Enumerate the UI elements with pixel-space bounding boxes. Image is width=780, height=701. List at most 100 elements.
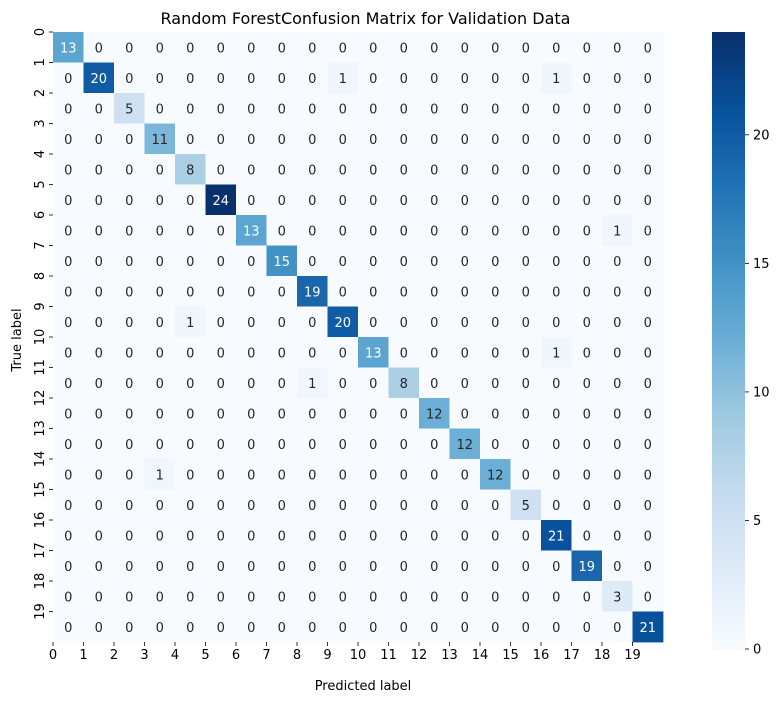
cell-value-r3-c16: 0 bbox=[552, 133, 560, 148]
heatmap-cell-r11-c17 bbox=[571, 367, 603, 399]
heatmap-cell-r2-c13 bbox=[449, 93, 481, 124]
y-tick-label-11: 11 bbox=[33, 359, 48, 376]
heatmap-cell-r3-c7 bbox=[266, 123, 298, 155]
cell-value-r12-c13: 0 bbox=[461, 407, 469, 422]
heatmap-cell-r11-c11 bbox=[388, 367, 420, 399]
heatmap-cell-r18-c0 bbox=[53, 581, 84, 612]
heatmap-cells bbox=[53, 32, 664, 643]
cell-value-r4-c17: 0 bbox=[583, 163, 591, 178]
cell-value-r18-c6: 0 bbox=[247, 590, 255, 605]
heatmap-cell-r16-c4 bbox=[175, 520, 206, 551]
heatmap-cell-r5-c13 bbox=[449, 184, 481, 216]
heatmap-cell-r15-c7 bbox=[266, 489, 298, 521]
cell-value-r17-c3: 0 bbox=[156, 560, 164, 575]
cell-value-r19-c15: 0 bbox=[522, 621, 530, 636]
heatmap-cell-r19-c0 bbox=[53, 611, 84, 643]
heatmap-cell-r9-c9 bbox=[327, 306, 359, 338]
cell-value-r12-c16: 0 bbox=[552, 407, 560, 422]
cell-value-r8-c5: 0 bbox=[217, 285, 225, 300]
cell-labels: 13 0 0 0 0 0 0 0 0 0 0 0 0 0 0 0 0 0 0 00 20 0 0 0 0 0 0 0 1 0 0 0 0 0 0 1 0… bbox=[60, 41, 656, 636]
cell-value-r0-c8: 0 bbox=[308, 41, 316, 56]
cell-value-r1-c11: 0 bbox=[400, 72, 408, 87]
x-axis-ticks: 0 1 2 3 4 5 6 7 8 9 10 11 12 13 14 15 16 17 18 19 bbox=[49, 642, 641, 663]
heatmap-cell-r1-c2 bbox=[114, 62, 145, 94]
heatmap-cell-r0-c19 bbox=[632, 32, 664, 63]
heatmap-cell-r8-c9 bbox=[327, 276, 359, 307]
heatmap-cell-r17-c19 bbox=[632, 550, 664, 582]
heatmap-cell-r3-c8 bbox=[297, 123, 328, 155]
heatmap-cell-r1-c9 bbox=[327, 62, 359, 94]
y-tick-label-16: 16 bbox=[33, 512, 48, 529]
y-tick-label-15: 15 bbox=[33, 481, 48, 498]
heatmap-cell-r12-c19 bbox=[632, 398, 664, 429]
cell-value-r18-c11: 0 bbox=[400, 590, 408, 605]
heatmap-cell-r11-c13 bbox=[449, 367, 481, 399]
cell-value-r1-c9: 1 bbox=[339, 72, 347, 87]
cell-value-r5-c14: 0 bbox=[491, 194, 499, 209]
cell-value-r11-c0: 0 bbox=[64, 377, 72, 392]
heatmap-cell-r15-c17 bbox=[571, 489, 603, 521]
cell-value-r11-c10: 0 bbox=[369, 377, 377, 392]
heatmap-cell-r17-c8 bbox=[297, 550, 328, 582]
cell-value-r1-c17: 0 bbox=[583, 72, 591, 87]
y-tick-label-10: 10 bbox=[33, 329, 48, 346]
heatmap-cell-r14-c5 bbox=[205, 459, 237, 490]
cell-value-r19-c10: 0 bbox=[369, 621, 377, 636]
heatmap-cell-r7-c7 bbox=[266, 245, 298, 277]
heatmap-cell-r10-c11 bbox=[388, 337, 420, 368]
cell-value-r17-c1: 0 bbox=[95, 560, 103, 575]
heatmap-cell-r5-c5 bbox=[205, 184, 237, 216]
heatmap-cell-r15-c16 bbox=[541, 489, 572, 521]
cell-value-r6-c2: 0 bbox=[125, 224, 133, 239]
heatmap-cell-r18-c3 bbox=[144, 581, 176, 612]
heatmap-cell-r9-c1 bbox=[83, 306, 115, 338]
heatmap-cell-r2-c0 bbox=[53, 93, 84, 124]
cell-value-r16-c4: 0 bbox=[186, 529, 194, 544]
cell-value-r2-c11: 0 bbox=[400, 102, 408, 117]
cell-value-r0-c9: 0 bbox=[339, 41, 347, 56]
heatmap-cell-r9-c2 bbox=[114, 306, 145, 338]
colorbar bbox=[712, 32, 745, 649]
heatmap-cell-r12-c8 bbox=[297, 398, 328, 429]
heatmap-cell-r16-c7 bbox=[266, 520, 298, 551]
cell-value-r17-c16: 0 bbox=[552, 560, 560, 575]
cell-value-r9-c2: 0 bbox=[125, 316, 133, 331]
y-tick-label-14: 14 bbox=[33, 451, 48, 468]
cell-value-r2-c17: 0 bbox=[583, 102, 591, 117]
cell-value-r9-c0: 0 bbox=[64, 316, 72, 331]
heatmap-cell-r2-c3 bbox=[144, 93, 176, 124]
heatmap-cell-r15-c5 bbox=[205, 489, 237, 521]
cell-value-r19-c18: 0 bbox=[613, 621, 621, 636]
heatmap-cell-r15-c8 bbox=[297, 489, 328, 521]
cell-value-r16-c0: 0 bbox=[64, 529, 72, 544]
cell-value-r13-c17: 0 bbox=[583, 438, 591, 453]
cell-value-r3-c5: 0 bbox=[217, 133, 225, 148]
heatmap-cell-r1-c17 bbox=[571, 62, 603, 94]
heatmap-cell-r15-c11 bbox=[388, 489, 420, 521]
cell-value-r0-c15: 0 bbox=[522, 41, 530, 56]
cell-value-r10-c8: 0 bbox=[308, 346, 316, 361]
cell-value-r3-c9: 0 bbox=[339, 133, 347, 148]
cell-value-r19-c17: 0 bbox=[583, 621, 591, 636]
cell-value-r7-c9: 0 bbox=[339, 255, 347, 270]
heatmap-cell-r13-c19 bbox=[632, 428, 664, 460]
heatmap-cell-r15-c9 bbox=[327, 489, 359, 521]
cell-value-r1-c5: 0 bbox=[217, 72, 225, 87]
heatmap-cell-r7-c14 bbox=[480, 245, 511, 277]
cell-value-r13-c18: 0 bbox=[613, 438, 621, 453]
heatmap-cell-r11-c12 bbox=[419, 367, 450, 399]
heatmap-cell-r7-c16 bbox=[541, 245, 572, 277]
heatmap-cell-r16-c0 bbox=[53, 520, 84, 551]
heatmap-cell-r8-c5 bbox=[205, 276, 237, 307]
heatmap-cell-r15-c19 bbox=[632, 489, 664, 521]
cell-value-r10-c18: 0 bbox=[613, 346, 621, 361]
heatmap-cell-r4-c10 bbox=[358, 154, 389, 185]
heatmap-cell-r14-c6 bbox=[236, 459, 267, 490]
cell-value-r17-c13: 0 bbox=[461, 560, 469, 575]
heatmap-cell-r1-c5 bbox=[205, 62, 237, 94]
cell-value-r12-c10: 0 bbox=[369, 407, 377, 422]
cell-value-r6-c4: 0 bbox=[186, 224, 194, 239]
x-tick-label-2: 2 bbox=[110, 648, 118, 663]
cell-value-r12-c3: 0 bbox=[156, 407, 164, 422]
heatmap-cell-r7-c6 bbox=[236, 245, 267, 277]
